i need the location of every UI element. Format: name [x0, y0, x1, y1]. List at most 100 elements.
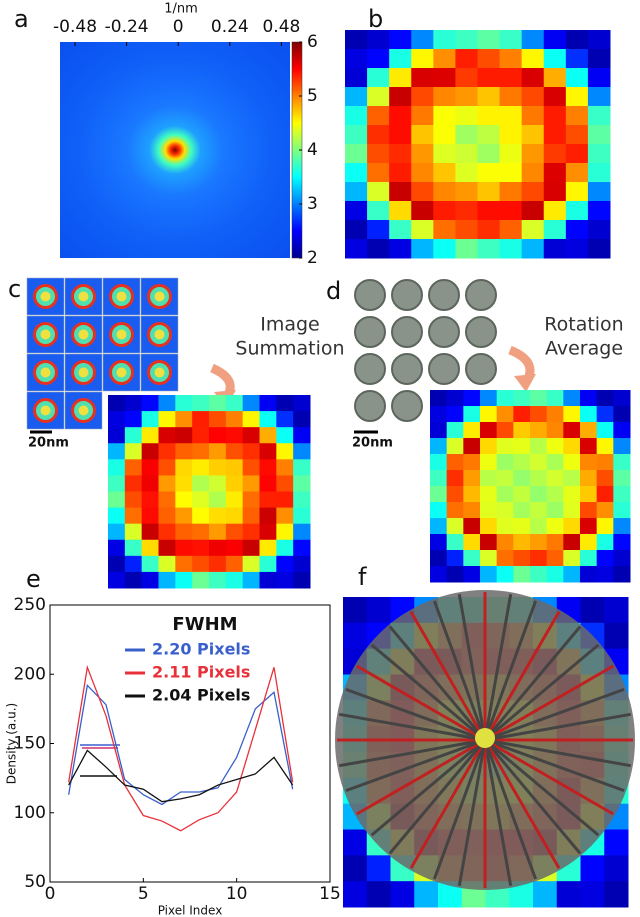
heatmap-cell — [345, 163, 368, 183]
heatmap-cell — [613, 390, 631, 407]
heatmap-cell — [565, 125, 589, 145]
particle — [354, 316, 386, 348]
heatmap-cell — [108, 491, 126, 509]
heatmap-cell — [477, 182, 501, 202]
heatmap-cell — [411, 182, 434, 202]
protein-strand — [370, 643, 486, 742]
panel-label: e — [26, 565, 41, 593]
heatmap-cell — [543, 239, 567, 259]
heatmap-cell — [587, 106, 611, 126]
heatmap-cell — [367, 239, 390, 259]
annotation: Rotation — [544, 314, 623, 336]
heatmap-cell — [530, 438, 548, 455]
heatmap-cell — [242, 443, 260, 460]
heatmap-cell — [455, 30, 478, 50]
y-tick-label: 200 — [14, 664, 46, 684]
heatmap-cell — [389, 125, 412, 145]
heatmap-cell — [546, 486, 564, 503]
heatmap-cell — [345, 201, 368, 221]
heatmap-cell — [430, 550, 448, 567]
heatmap-cell — [565, 144, 589, 164]
heatmap-cell — [293, 491, 311, 509]
heatmap-cell — [499, 201, 523, 221]
heatmap-cell — [613, 502, 631, 519]
heatmap-cell — [259, 571, 277, 589]
heatmap-cell — [343, 597, 368, 624]
heatmap-cell — [259, 475, 277, 492]
heatmap-cell — [480, 470, 498, 487]
heatmap-cell — [446, 518, 464, 535]
heatmap-cell — [411, 68, 434, 88]
heatmap-cell — [175, 539, 193, 557]
heatmap-cell — [446, 422, 464, 439]
protein-strand — [484, 664, 614, 742]
panel-label: c — [8, 275, 21, 303]
heatmap-cell — [175, 443, 193, 460]
heatmap-cell — [613, 454, 631, 471]
heatmap-cell — [530, 454, 548, 471]
x-tick-label: 15 — [319, 884, 341, 904]
protein-strand — [483, 739, 513, 887]
heatmap-cell — [345, 182, 368, 202]
heatmap-cell — [613, 470, 631, 487]
heatmap-cell — [477, 144, 501, 164]
heatmap-cell — [446, 406, 464, 423]
heatmap-cell — [521, 144, 545, 164]
heatmap-cell — [513, 502, 531, 519]
heatmap-cell — [543, 87, 567, 107]
heatmap-cell — [546, 438, 564, 455]
heatmap-cell — [587, 30, 611, 50]
heatmap-cell — [596, 518, 614, 535]
heatmap-cell — [411, 30, 434, 50]
heatmap-cell — [477, 239, 501, 259]
heatmap-cell — [433, 30, 456, 50]
heatmap-cell — [242, 411, 260, 428]
heatmap-cell — [158, 443, 176, 460]
heatmap-cell — [565, 220, 589, 240]
heatmap-cell — [225, 539, 244, 557]
heatmap-cell — [141, 491, 159, 509]
heatmap-cell — [433, 125, 456, 145]
heatmap-cell — [124, 427, 143, 444]
x-tick-label: 5 — [138, 884, 149, 904]
heatmap-cell — [411, 201, 434, 221]
protein-strand — [484, 687, 625, 742]
heatmap-cell — [556, 881, 581, 908]
heatmap-cell — [276, 571, 294, 589]
heatmap-cell — [192, 459, 210, 476]
heatmap-cell — [389, 163, 412, 183]
heatmap-cell — [433, 220, 456, 240]
heatmap-cell — [242, 555, 260, 573]
heatmap-cell — [343, 855, 368, 882]
heatmap-cell — [463, 486, 481, 503]
heatmap-cell — [225, 507, 244, 525]
heatmap-cell — [513, 470, 531, 487]
heatmap-cell — [446, 470, 464, 487]
heatmap-cell — [499, 144, 523, 164]
heatmap-cell — [225, 523, 244, 541]
heatmap-cell — [259, 539, 277, 557]
particle — [354, 279, 386, 311]
heatmap-cell — [546, 390, 564, 407]
heatmap-cell — [367, 87, 390, 107]
heatmap-cell — [563, 502, 581, 519]
heatmap-cell — [293, 507, 311, 525]
heatmap-cell — [343, 881, 368, 908]
heatmap-cell — [530, 566, 548, 583]
protein-strand — [483, 739, 561, 869]
heatmap-cell — [158, 523, 176, 541]
heatmap-cell — [158, 475, 176, 492]
heatmap-cell — [546, 470, 564, 487]
heatmap-cell — [192, 523, 210, 541]
heatmap-cell — [141, 507, 159, 525]
tile-core — [78, 367, 89, 378]
heatmap-cell — [108, 411, 126, 428]
heatmap-cell — [158, 507, 176, 525]
heatmap-cell — [455, 68, 478, 88]
heatmap-cell — [175, 395, 193, 412]
heatmap-cell — [546, 534, 564, 551]
heatmap-cell — [367, 68, 390, 88]
heatmap-cell — [477, 68, 501, 88]
heatmap-cell — [242, 427, 260, 444]
heatmap-cell — [367, 182, 390, 202]
